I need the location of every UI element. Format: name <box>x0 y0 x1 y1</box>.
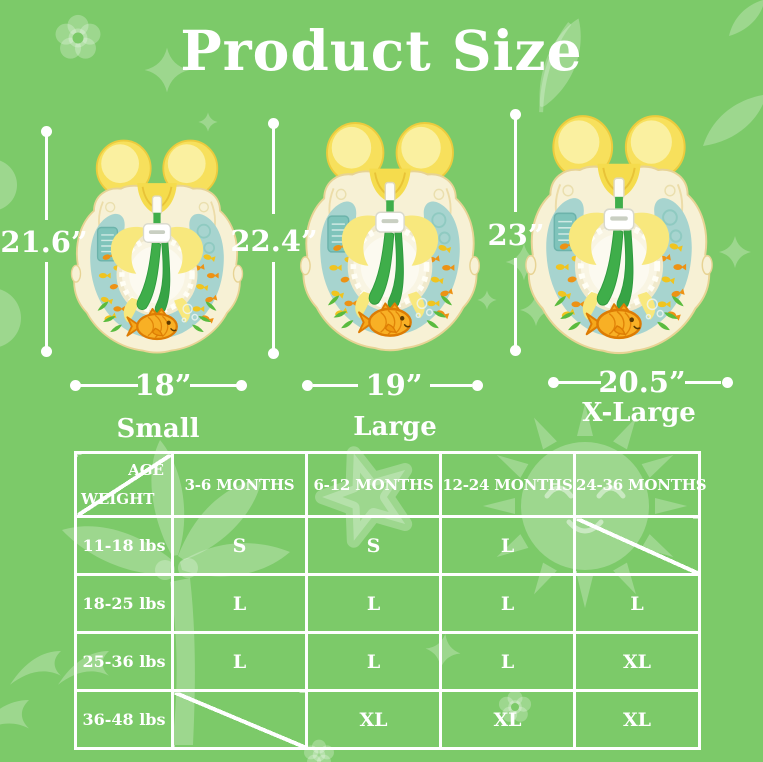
weight-corner-label: WEIGHT <box>81 490 155 508</box>
float-illustration-small <box>67 135 247 357</box>
width-measure-line <box>80 384 138 387</box>
size-cell: L <box>573 573 701 634</box>
product-name: Small <box>116 414 200 444</box>
weight-row-label: 25-36 lbs <box>74 631 174 692</box>
width-measure-line <box>558 381 601 384</box>
column-header-24-36-months: 24-36 MONTHS <box>573 451 707 518</box>
age-weight-corner-cell: AGE WEIGHT <box>74 451 174 518</box>
product-name: Large <box>353 412 437 442</box>
measure-endpoint-dot <box>70 380 81 391</box>
height-measure-line <box>514 258 517 349</box>
size-cell: XL <box>439 689 576 750</box>
size-cell: L <box>305 631 442 692</box>
size-cell: XL <box>573 689 701 750</box>
weight-row-label: 11-18 lbs <box>74 515 174 576</box>
float-illustration-xlarge <box>521 110 717 358</box>
measure-endpoint-dot <box>41 346 52 357</box>
size-cell: XL <box>305 689 442 750</box>
height-measure-line <box>272 124 275 214</box>
weight-row-label: 36-48 lbs <box>74 689 174 750</box>
table-row: 36-48 lbs XL XL XL <box>74 689 701 750</box>
height-label: 23” <box>487 218 545 252</box>
width-measure-line <box>190 384 238 387</box>
size-cell: L <box>171 573 308 634</box>
size-cell: L <box>439 515 576 576</box>
size-cell: L <box>305 573 442 634</box>
column-header-6-12-months: 6-12 MONTHS <box>305 451 442 518</box>
leaf-icon <box>0 0 763 347</box>
size-cell: L <box>439 573 576 634</box>
measure-endpoint-dot <box>268 118 279 129</box>
float-illustration-large <box>296 117 484 355</box>
age-corner-label: AGE <box>128 461 164 479</box>
width-measure-line <box>685 381 721 384</box>
size-cell: S <box>305 515 442 576</box>
size-cell: L <box>171 631 308 692</box>
measure-endpoint-dot <box>722 377 733 388</box>
height-measure-line <box>45 132 48 220</box>
table-row: 11-18 lbs S S L <box>74 515 701 576</box>
page-title: Product Size <box>180 18 583 83</box>
table-row: 25-36 lbs L L L XL <box>74 631 701 692</box>
size-cell-not-applicable <box>573 515 701 576</box>
size-cell: L <box>439 631 576 692</box>
measure-endpoint-dot <box>268 348 279 359</box>
size-cell: S <box>171 515 308 576</box>
width-label: 18” <box>134 368 192 402</box>
measure-endpoint-dot <box>510 109 521 120</box>
measure-endpoint-dot <box>510 345 521 356</box>
table-row: 18-25 lbs L L L L <box>74 573 701 634</box>
width-label: 19” <box>365 368 423 402</box>
width-label: 20.5” <box>598 365 686 399</box>
width-measure-line <box>430 384 472 387</box>
measure-endpoint-dot <box>302 380 313 391</box>
height-label: 21.6” <box>0 225 88 259</box>
size-cell: XL <box>573 631 701 692</box>
product-name: X-Large <box>582 398 696 428</box>
height-label: 22.4” <box>230 224 318 258</box>
measure-endpoint-dot <box>236 380 247 391</box>
size-cell-not-applicable <box>171 689 308 750</box>
height-measure-line <box>514 115 517 212</box>
measure-endpoint-dot <box>472 380 483 391</box>
size-chart-table: AGE WEIGHT 3-6 MONTHS 6-12 MONTHS 12-24 … <box>74 451 707 750</box>
measure-endpoint-dot <box>548 377 559 388</box>
height-measure-line <box>272 262 275 352</box>
height-measure-line <box>45 262 48 350</box>
measure-endpoint-dot <box>41 126 52 137</box>
column-header-3-6-months: 3-6 MONTHS <box>171 451 308 518</box>
column-header-12-24-months: 12-24 MONTHS <box>439 451 576 518</box>
weight-row-label: 18-25 lbs <box>74 573 174 634</box>
width-measure-line <box>313 384 358 387</box>
